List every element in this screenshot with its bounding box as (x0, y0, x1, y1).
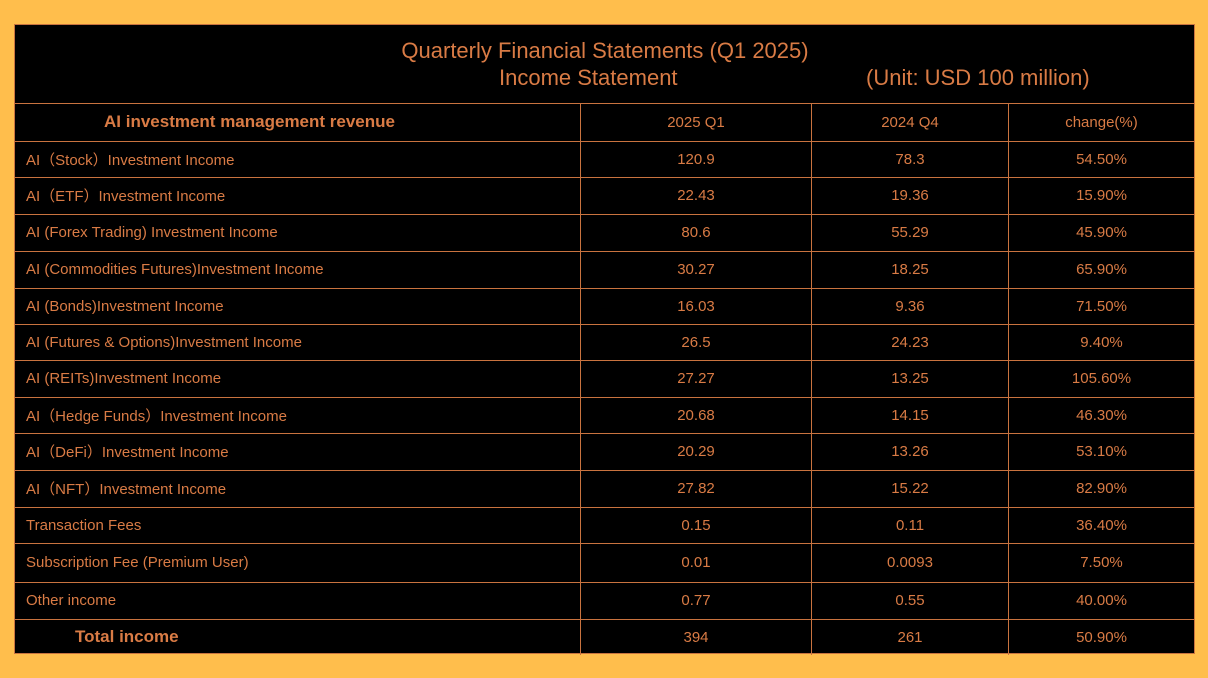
row-label: AI（DeFi）Investment Income (15, 432, 581, 471)
row-2025-q1: 20.29 (580, 432, 812, 471)
row-2024-q4: 55.29 (811, 213, 1009, 252)
row-2025-q1: 27.82 (580, 469, 812, 508)
table-row: AI（Stock）Investment Income 120.9 78.3 54… (15, 140, 1194, 178)
row-2024-q4: 13.25 (811, 359, 1009, 398)
row-2024-q4: 18.25 (811, 250, 1009, 289)
row-2024-q4: 9.36 (811, 287, 1009, 325)
table-row: AI (Commodities Futures)Investment Incom… (15, 250, 1194, 289)
header-2025-q1: 2025 Q1 (580, 104, 812, 142)
total-row: Total income 394 261 50.90% (15, 618, 1194, 655)
row-change: 46.30% (1008, 396, 1194, 434)
row-2024-q4: 15.22 (811, 469, 1009, 508)
row-change: 7.50% (1008, 542, 1194, 583)
table-row: AI (Forex Trading) Investment Income 80.… (15, 213, 1194, 252)
header-change: change(%) (1008, 104, 1194, 142)
table-row: AI（Hedge Funds）Investment Income 20.68 1… (15, 396, 1194, 434)
row-2024-q4: 19.36 (811, 176, 1009, 215)
row-2024-q4: 0.0093 (811, 542, 1009, 583)
table-row: AI (Futures & Options)Investment Income … (15, 323, 1194, 361)
row-2024-q4: 13.26 (811, 432, 1009, 471)
row-change: 15.90% (1008, 176, 1194, 215)
table-row: AI (REITs)Investment Income 27.27 13.25 … (15, 359, 1194, 398)
row-change: 54.50% (1008, 140, 1194, 178)
statement-subtitle: Income Statement (499, 65, 678, 90)
row-label: Transaction Fees (15, 506, 581, 544)
row-2024-q4: 78.3 (811, 140, 1009, 178)
unit-label: (Unit: USD 100 million) (866, 65, 1090, 90)
income-table: AI investment management revenue 2025 Q1… (15, 104, 1194, 655)
row-2025-q1: 0.01 (580, 542, 812, 583)
row-2025-q1: 27.27 (580, 359, 812, 398)
row-2024-q4: 24.23 (811, 323, 1009, 361)
row-label: Subscription Fee (Premium User) (15, 542, 581, 583)
row-label: AI (Commodities Futures)Investment Incom… (15, 250, 581, 289)
row-label: AI（ETF）Investment Income (15, 176, 581, 215)
row-label: AI (Forex Trading) Investment Income (15, 213, 581, 252)
row-2024-q4: 14.15 (811, 396, 1009, 434)
row-2024-q4: 0.11 (811, 506, 1009, 544)
row-2025-q1: 0.77 (580, 581, 812, 620)
row-label: AI（Stock）Investment Income (15, 140, 581, 178)
row-change: 9.40% (1008, 323, 1194, 361)
total-2025-q1: 394 (580, 618, 812, 655)
row-2025-q1: 22.43 (580, 176, 812, 215)
total-change: 50.90% (1008, 618, 1194, 655)
statement-title: Quarterly Financial Statements (Q1 2025) (401, 38, 809, 63)
row-label: AI (Futures & Options)Investment Income (15, 323, 581, 361)
row-2025-q1: 120.9 (580, 140, 812, 178)
row-label: AI (REITs)Investment Income (15, 359, 581, 398)
header-2024-q4: 2024 Q4 (811, 104, 1009, 142)
income-statement-sheet: Quarterly Financial Statements (Q1 2025)… (14, 24, 1195, 655)
table-row: AI（ETF）Investment Income 22.43 19.36 15.… (15, 176, 1194, 215)
total-2024-q4: 261 (811, 618, 1009, 655)
row-change: 71.50% (1008, 287, 1194, 325)
row-2025-q1: 30.27 (580, 250, 812, 289)
row-2025-q1: 80.6 (580, 213, 812, 252)
row-2025-q1: 16.03 (580, 287, 812, 325)
row-2025-q1: 26.5 (580, 323, 812, 361)
title-area: Quarterly Financial Statements (Q1 2025)… (15, 25, 1194, 104)
table-row: Transaction Fees 0.15 0.11 36.40% (15, 506, 1194, 544)
row-change: 65.90% (1008, 250, 1194, 289)
row-label: Other income (15, 581, 581, 620)
table-row: AI（DeFi）Investment Income 20.29 13.26 53… (15, 432, 1194, 471)
table-row: AI（NFT）Investment Income 27.82 15.22 82.… (15, 469, 1194, 508)
row-change: 53.10% (1008, 432, 1194, 471)
row-change: 82.90% (1008, 469, 1194, 508)
header-row: AI investment management revenue 2025 Q1… (15, 104, 1194, 142)
total-label: Total income (15, 618, 581, 655)
table-row: Other income 0.77 0.55 40.00% (15, 581, 1194, 620)
row-change: 36.40% (1008, 506, 1194, 544)
row-2024-q4: 0.55 (811, 581, 1009, 620)
row-2025-q1: 20.68 (580, 396, 812, 434)
row-change: 105.60% (1008, 359, 1194, 398)
row-label: AI (Bonds)Investment Income (15, 287, 581, 325)
row-2025-q1: 0.15 (580, 506, 812, 544)
header-category: AI investment management revenue (15, 104, 581, 142)
row-label: AI（NFT）Investment Income (15, 469, 581, 508)
row-change: 45.90% (1008, 213, 1194, 252)
row-change: 40.00% (1008, 581, 1194, 620)
row-label: AI（Hedge Funds）Investment Income (15, 396, 581, 434)
table-row: Subscription Fee (Premium User) 0.01 0.0… (15, 542, 1194, 583)
table-row: AI (Bonds)Investment Income 16.03 9.36 7… (15, 287, 1194, 325)
